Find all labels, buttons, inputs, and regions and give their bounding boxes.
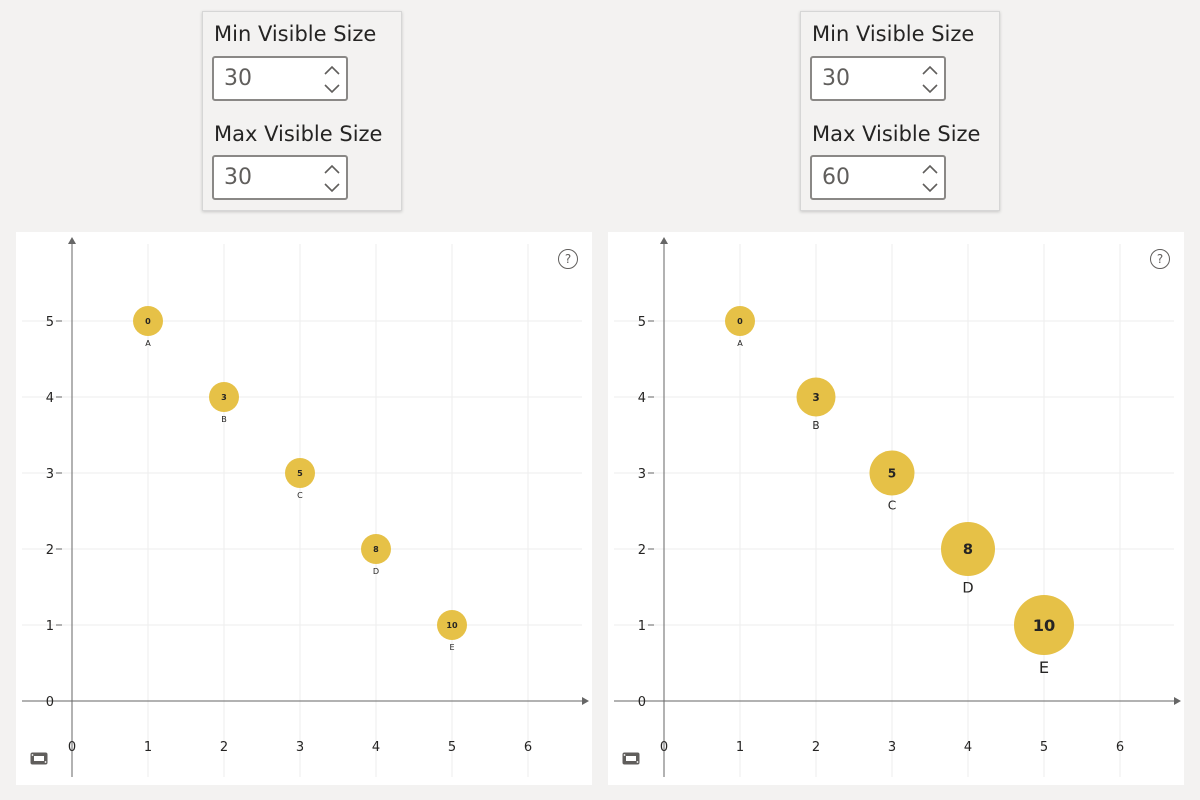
y-tick-label: 0 [46,695,54,710]
min-visible-size-label: Min Visible Size [214,22,377,46]
x-tick-label: 5 [448,740,456,755]
spin-arrows-icon[interactable] [920,60,940,98]
bubble-category-label: C [297,490,303,500]
max-visible-size-label: Max Visible Size [812,122,981,146]
min-visible-size-input[interactable]: 30 [810,56,946,101]
y-tick-label: 2 [638,543,646,558]
bubble-value-label: 8 [963,541,973,558]
right-bubble-chart-card: 0 1 2 3 4 5 6 0 1 2 3 4 5 0 A 3 B 5 C 8 D 10 E ? [608,232,1184,785]
bubble-value-label: 0 [737,316,743,326]
right-bubble-chart: 0 1 2 3 4 5 6 0 1 2 3 4 5 0 A 3 B 5 C 8 D 10 E [614,237,1181,777]
question-circle-icon[interactable]: ? [1150,249,1170,269]
y-tick-label: 2 [46,543,54,558]
bubble-a[interactable] [725,306,755,336]
y-tick-label: 3 [46,467,54,482]
spin-arrows-icon[interactable] [322,60,342,98]
bubble-value-label: 3 [812,392,819,404]
bubble-value-label: 5 [888,466,896,480]
bubble-value-label: 10 [446,620,458,630]
x-tick-label: 5 [1040,740,1048,755]
x-tick-label: 3 [296,740,304,755]
y-tick-label: 4 [46,391,54,406]
max-visible-size-input[interactable]: 60 [810,155,946,200]
present-screen-icon[interactable] [622,752,640,765]
bubble-value-label: 3 [221,392,227,402]
bubble-category-label: A [737,338,743,348]
x-tick-label: 1 [736,740,744,755]
min-visible-size-value: 30 [822,66,850,91]
bubble-c[interactable] [285,458,315,488]
bubble-category-label: D [373,566,379,576]
x-tick-label: 0 [660,740,668,755]
x-tick-label: 4 [372,740,380,755]
x-tick-label: 2 [220,740,228,755]
present-screen-icon[interactable] [30,752,48,765]
y-tick-label: 1 [46,619,54,634]
spin-arrows-icon[interactable] [322,159,342,197]
left-settings-panel: Min Visible Size 30 Max Visible Size 30 [202,11,402,211]
bubble-a[interactable] [133,306,163,336]
x-tick-label: 1 [144,740,152,755]
min-visible-size-value: 30 [224,66,252,91]
bubble-category-label: A [145,338,151,348]
x-tick-label: 6 [1116,740,1124,755]
bubble-category-label: D [962,580,973,597]
x-tick-label: 3 [888,740,896,755]
bubble-d[interactable] [941,522,995,576]
bubble-c[interactable] [869,450,915,496]
bubble-category-label: B [221,414,227,424]
bubble-value-label: 5 [297,468,303,478]
bubble-e[interactable] [437,610,467,640]
x-tick-label: 6 [524,740,532,755]
x-axis-arrow [1174,697,1181,705]
max-visible-size-label: Max Visible Size [214,122,383,146]
spin-arrows-icon[interactable] [920,159,940,197]
left-bubble-chart: 0 1 2 3 4 5 6 0 1 2 3 4 5 0 A 3 B 5 C 8 D 10 E [22,237,589,777]
max-visible-size-value: 60 [822,165,850,190]
y-tick-label: 4 [638,391,646,406]
x-axis-arrow [582,697,589,705]
max-visible-size-value: 30 [224,165,252,190]
right-settings-panel: Min Visible Size 30 Max Visible Size 60 [800,11,1000,211]
bubble-value-label: 0 [145,316,151,326]
bubble-category-label: C [888,499,897,513]
x-tick-label: 4 [964,740,972,755]
bubble-b[interactable] [796,377,836,417]
bubble-e[interactable] [1014,595,1074,655]
x-tick-label: 2 [812,740,820,755]
bubble-value-label: 10 [1033,616,1056,635]
y-axis-arrow [660,237,668,244]
bubble-category-label: B [812,420,819,432]
y-tick-label: 1 [638,619,646,634]
question-circle-icon[interactable]: ? [558,249,578,269]
min-visible-size-label: Min Visible Size [812,22,975,46]
bubble-b[interactable] [209,382,239,412]
y-tick-label: 0 [638,695,646,710]
bubble-d[interactable] [361,534,391,564]
y-tick-label: 3 [638,467,646,482]
bubble-category-label: E [449,642,454,652]
bubble-category-label: E [1039,658,1049,677]
y-tick-label: 5 [638,315,646,330]
left-bubble-chart-card: 0 1 2 3 4 5 6 0 1 2 3 4 5 0 A 3 B 5 C 8 D 10 E ? [16,232,592,785]
x-tick-label: 0 [68,740,76,755]
bubble-value-label: 8 [373,544,379,554]
y-tick-label: 5 [46,315,54,330]
max-visible-size-input[interactable]: 30 [212,155,348,200]
y-axis-arrow [68,237,76,244]
min-visible-size-input[interactable]: 30 [212,56,348,101]
